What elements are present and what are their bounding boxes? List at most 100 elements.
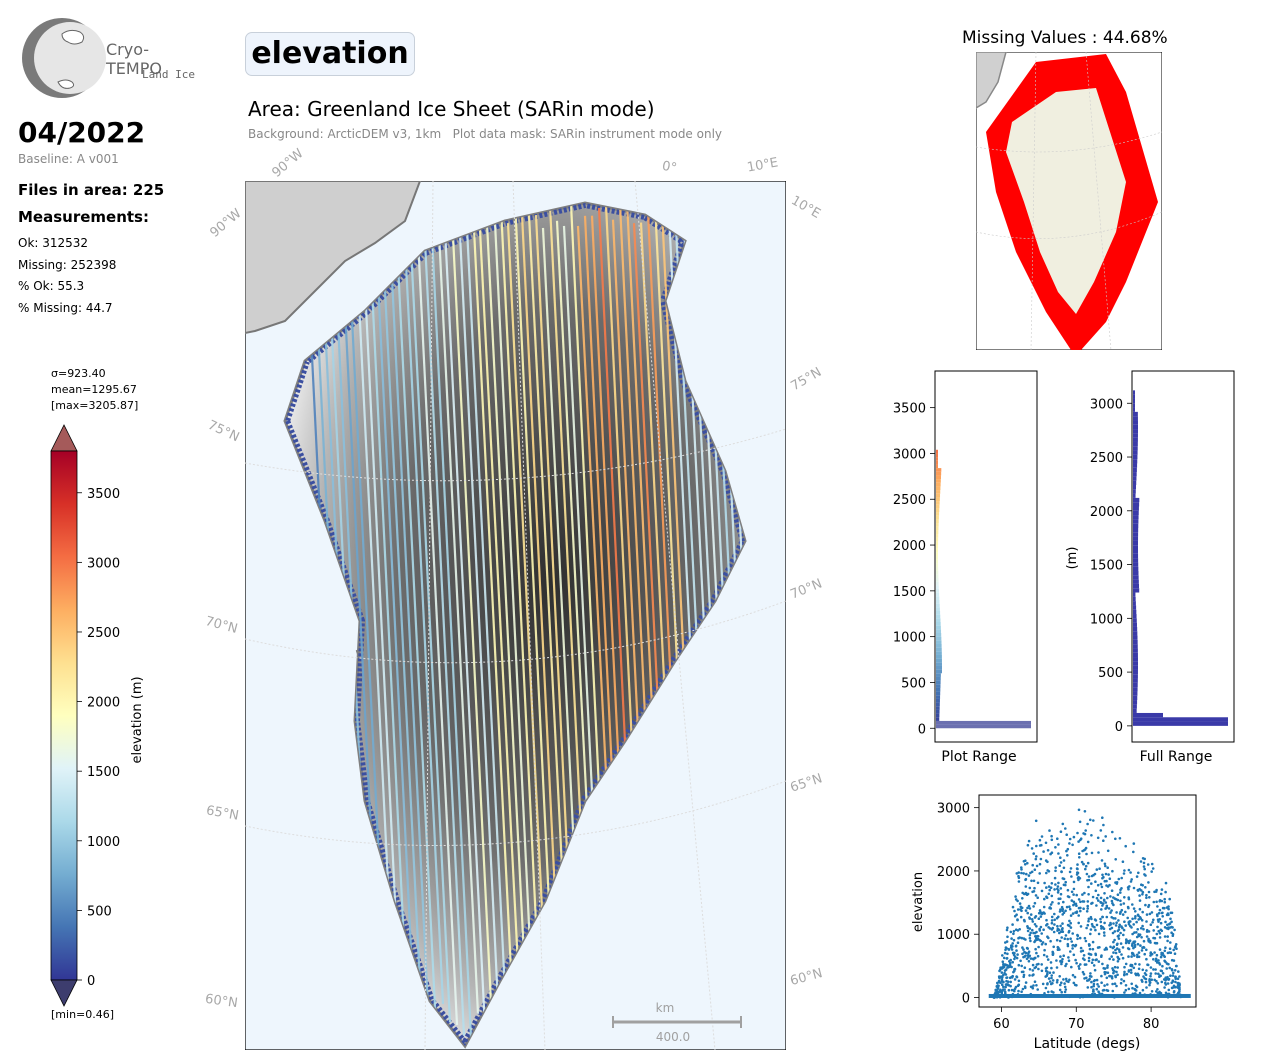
scatter-point xyxy=(1006,994,1010,997)
scatter-point xyxy=(1090,902,1093,905)
scatter-point xyxy=(1127,868,1131,872)
scatter-point xyxy=(1090,834,1093,837)
scatter-point xyxy=(1000,983,1004,986)
plot-range-bar xyxy=(936,724,1031,729)
scatter-point xyxy=(1133,954,1136,957)
plot-range-bar xyxy=(936,526,939,531)
scatter-point xyxy=(1087,917,1091,921)
map-label-left-65n: 65°N xyxy=(204,803,240,824)
scatter-point xyxy=(1174,975,1177,978)
scatter-point xyxy=(1055,916,1059,920)
scatter-point xyxy=(1091,940,1095,944)
scatter-point xyxy=(1138,995,1141,998)
scatter-point xyxy=(1116,960,1120,963)
plot-range-bar xyxy=(936,460,938,465)
scatter-point xyxy=(1054,846,1057,849)
scatter-point xyxy=(1130,878,1133,881)
scatter-point xyxy=(1034,956,1037,960)
scatter-point xyxy=(1092,990,1095,993)
scatter-point xyxy=(1119,981,1123,985)
scatter-point xyxy=(1027,951,1030,955)
scatter-point xyxy=(1050,919,1054,922)
scatter-point xyxy=(1136,993,1139,997)
scatter-point xyxy=(1089,928,1093,931)
plot-range-bar xyxy=(936,643,942,648)
scatter-point xyxy=(1086,907,1089,910)
scatter-point xyxy=(1017,989,1020,993)
map-ground-track xyxy=(506,223,550,1031)
scatter-point xyxy=(1050,915,1054,919)
scatter-point xyxy=(1063,990,1067,994)
full-range-bar xyxy=(1133,691,1138,696)
scatter-point xyxy=(1103,921,1106,925)
scatter-point xyxy=(1106,983,1109,986)
full-range-bar xyxy=(1133,446,1138,451)
scatter-point xyxy=(1169,974,1172,977)
scatter-point xyxy=(1092,982,1096,986)
scatter-point xyxy=(1056,885,1060,888)
scatter-point xyxy=(1137,934,1141,938)
scatter-point xyxy=(1020,970,1024,974)
scatter-point xyxy=(1171,934,1175,937)
scatter-point xyxy=(1001,966,1004,969)
scatter-point xyxy=(1013,978,1017,981)
scatter-point xyxy=(1112,951,1115,954)
scatter-point xyxy=(1086,923,1090,927)
plot-range-bar xyxy=(936,625,941,630)
scatter-point xyxy=(1158,932,1162,935)
full-range-bar xyxy=(1133,502,1140,507)
map-ground-track xyxy=(457,214,501,1024)
scatter-point xyxy=(1038,929,1042,932)
scatter-point xyxy=(1069,950,1072,953)
scatter-point xyxy=(1089,972,1092,975)
scatter-point xyxy=(1026,892,1030,896)
scatter-point xyxy=(1049,886,1053,889)
scatter-point xyxy=(1152,929,1155,932)
scatter-point xyxy=(1097,932,1101,936)
full-range-ytick-label: 2000 xyxy=(1090,505,1123,520)
scatter-point xyxy=(1132,850,1135,854)
colorbar-label: elevation (m) xyxy=(130,676,145,763)
scatter-point xyxy=(1102,931,1106,934)
scatter-point xyxy=(1160,953,1164,956)
scatter-point xyxy=(1064,827,1067,830)
scatter-point xyxy=(1026,929,1030,933)
scatter-point xyxy=(1176,981,1179,985)
scatter-point xyxy=(1009,930,1013,934)
scatter-point xyxy=(1028,974,1031,977)
scatter-point xyxy=(1145,986,1148,989)
scatter-point xyxy=(1023,966,1027,969)
scatter-point xyxy=(1000,971,1004,974)
scatter-point xyxy=(1110,899,1114,903)
scatter-point xyxy=(1167,962,1170,966)
scatter-point xyxy=(1099,920,1103,924)
full-range-bar xyxy=(1133,648,1138,653)
scatter-point xyxy=(1019,959,1022,963)
scatter-point xyxy=(1070,875,1073,878)
scatter-point xyxy=(1061,957,1064,961)
scatter-point xyxy=(1122,933,1125,937)
full-range-bar xyxy=(1133,459,1138,464)
scatter-point xyxy=(1012,938,1016,942)
map-ground-track xyxy=(443,229,487,1029)
plot-range-bar xyxy=(936,680,941,685)
scatter-point xyxy=(1115,911,1118,914)
map-ground-track xyxy=(380,230,424,1024)
scatter-point xyxy=(1145,896,1148,900)
scatter-point xyxy=(1066,847,1070,851)
full-range-ytick-label: 2500 xyxy=(1090,451,1123,466)
scatter-point xyxy=(1148,912,1152,916)
colorbar-tick-label: 1500 xyxy=(87,765,120,780)
scatter-point xyxy=(1132,886,1136,890)
plot-range-bar xyxy=(936,464,938,469)
scatter-point xyxy=(1047,885,1051,888)
scatter-point xyxy=(1149,972,1153,975)
scatter-point xyxy=(1016,953,1019,956)
scatter-point xyxy=(1114,924,1118,927)
scatter-point xyxy=(1168,947,1172,950)
scatter-point xyxy=(1024,885,1028,888)
scatter-point xyxy=(1141,924,1144,928)
files-count: Files in area: 225 xyxy=(18,181,165,199)
scatter-point xyxy=(1032,931,1035,935)
scatter-point xyxy=(1028,968,1032,971)
